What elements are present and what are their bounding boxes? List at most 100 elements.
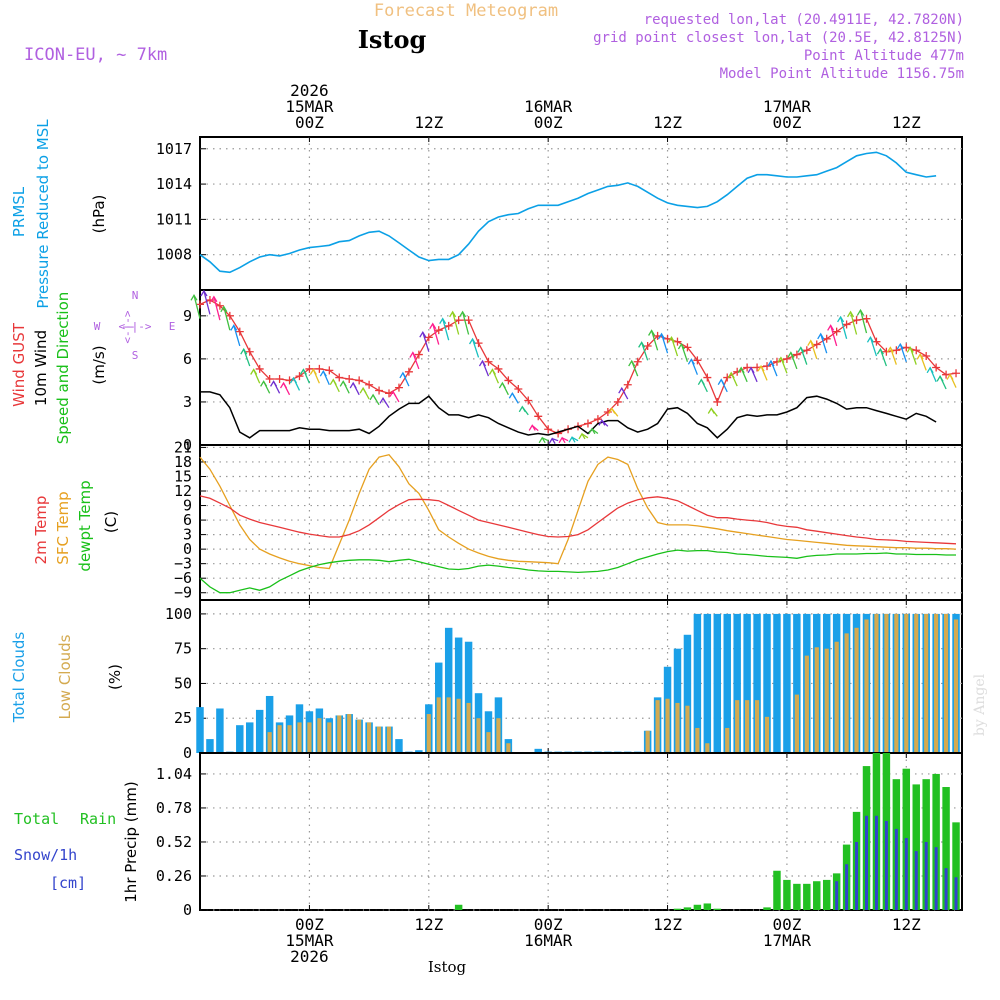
wind-direction-arrowhead: [926, 366, 934, 374]
temperature-ytick-label-4: 9: [183, 497, 192, 515]
pressure-label-msl: Pressure Reduced to MSL: [34, 119, 52, 309]
wind-direction-arrowhead: [896, 342, 904, 350]
total-cloud-bar: [703, 613, 712, 753]
low-cloud-bar: [904, 613, 909, 753]
wind-direction-arrowhead: [538, 436, 546, 444]
total-cloud-bar: [693, 613, 702, 753]
wind-direction-arrowhead: [399, 371, 407, 379]
wind-panel: 0 3 6 9: [183, 289, 963, 454]
low-cloud-bar: [327, 722, 332, 753]
gust-marker: [225, 311, 234, 320]
wind-direction-arrow: [670, 337, 679, 357]
low-cloud-bar: [645, 730, 650, 753]
gust-marker: [583, 419, 592, 428]
low-cloud-bar: [337, 715, 342, 753]
bottom-axis-label-4-1: 17MAR: [763, 931, 812, 950]
gust-marker: [404, 367, 413, 376]
wind-direction-arrowhead: [827, 324, 835, 331]
precip-label-snow: Snow/1h: [14, 846, 77, 864]
total-precip-bar: [703, 903, 712, 910]
gust-marker: [464, 316, 473, 325]
wind-direction-arrowhead: [459, 310, 467, 318]
gust-marker: [922, 352, 931, 361]
snow-bar: [954, 877, 958, 910]
clouds-ytick-label-3: 75: [174, 640, 192, 658]
wind-direction-arrowhead: [906, 346, 914, 353]
top-axis-label-2-0: 16MAR: [524, 97, 573, 116]
clouds-panel: 0 25 50 75 100: [165, 599, 963, 762]
wind-direction-arrowhead: [628, 359, 636, 367]
wind-direction-arrowhead: [279, 381, 288, 389]
wind-direction-arrowhead: [389, 390, 397, 397]
gust-marker: [942, 370, 951, 379]
gust-marker: [882, 347, 891, 356]
low-cloud-bar: [297, 722, 302, 753]
sfc-temp-line: [199, 453, 957, 570]
total-cloud-bar: [673, 648, 682, 753]
pressure-ytick-label-3: 1017: [156, 140, 192, 158]
wind-direction-arrowhead: [528, 424, 536, 431]
low-cloud-bar: [854, 627, 859, 753]
location-title: Istog: [358, 25, 427, 54]
wind-direction-arrow: [203, 290, 211, 315]
total-cloud-bar: [216, 708, 224, 753]
dewpt-line: [199, 549, 956, 594]
wind-direction-arrow: [442, 318, 450, 341]
total-cloud-bar: [763, 613, 771, 753]
wind-direction-arrowhead: [508, 391, 516, 399]
clouds-ytick-label-0: 0: [183, 744, 192, 762]
compass-vertical-arrow: <-|->: [121, 310, 134, 343]
top-axis-label-0-2: 00Z: [295, 113, 324, 132]
top-axis-label-1-0: 12Z: [414, 113, 443, 132]
wind-direction-arrow: [452, 311, 460, 335]
total-cloud-bar: [265, 695, 274, 753]
wind-direction-arrow: [551, 438, 559, 442]
wind-direction-arrow: [869, 337, 878, 357]
temp-label-2m: 2m Temp: [32, 496, 50, 565]
wind-direction-arrowhead: [856, 308, 865, 316]
snow-bar: [924, 841, 928, 910]
low-cloud-bar: [376, 726, 382, 753]
wind-direction-arrowhead: [309, 368, 317, 375]
low-cloud-bar: [894, 613, 899, 753]
wind-direction-arrowhead: [657, 332, 666, 340]
gust-marker: [424, 333, 433, 342]
wind-direction-arrowhead: [568, 436, 576, 443]
low-cloud-bar: [367, 722, 372, 753]
low-cloud-bar: [943, 613, 949, 753]
low-cloud-bar: [665, 698, 670, 753]
wind-direction-arrowhead: [846, 310, 855, 318]
wind-direction-arrowhead: [807, 339, 815, 347]
wind-direction-arrowhead: [230, 324, 238, 331]
gust-marker: [215, 301, 224, 310]
gust-marker: [763, 362, 772, 371]
temperature-ytick-label-6: 3: [183, 526, 192, 544]
total-cloud-bar: [683, 634, 692, 753]
total-cloud-bar: [773, 613, 781, 753]
temperature-ytick-label-10: −9: [174, 584, 192, 602]
precip-ytick-label-3: 0.78: [156, 799, 192, 817]
wind-direction-arrow: [680, 343, 689, 362]
snow-bar: [934, 847, 938, 910]
pressure-panel: 1008 1011 1014 1017: [156, 136, 963, 291]
requested-coordinates: requested lon,lat (20.4911E, 42.7820N): [644, 12, 964, 28]
t2m-line: [199, 495, 957, 545]
wind-direction-arrowhead: [648, 329, 656, 336]
low-cloud-bar: [824, 648, 829, 753]
gust-marker: [643, 341, 652, 350]
wind-direction-arrowhead: [618, 386, 626, 394]
wind-direction-arrowhead: [638, 341, 646, 348]
wind-direction-arrowhead: [220, 305, 228, 313]
wind-direction-arrowhead: [687, 358, 695, 365]
gust-marker: [743, 363, 752, 372]
gust-marker: [255, 364, 264, 373]
gust-marker: [932, 363, 941, 372]
bottom-axis-label-2-0: 00Z: [534, 915, 563, 934]
top-axis-label-0-0: 2026: [290, 81, 329, 100]
gust-marker: [802, 346, 811, 355]
precip-label-cm: [cm]: [50, 874, 86, 892]
gust-marker: [365, 380, 374, 389]
total-precip-bar: [673, 908, 682, 910]
